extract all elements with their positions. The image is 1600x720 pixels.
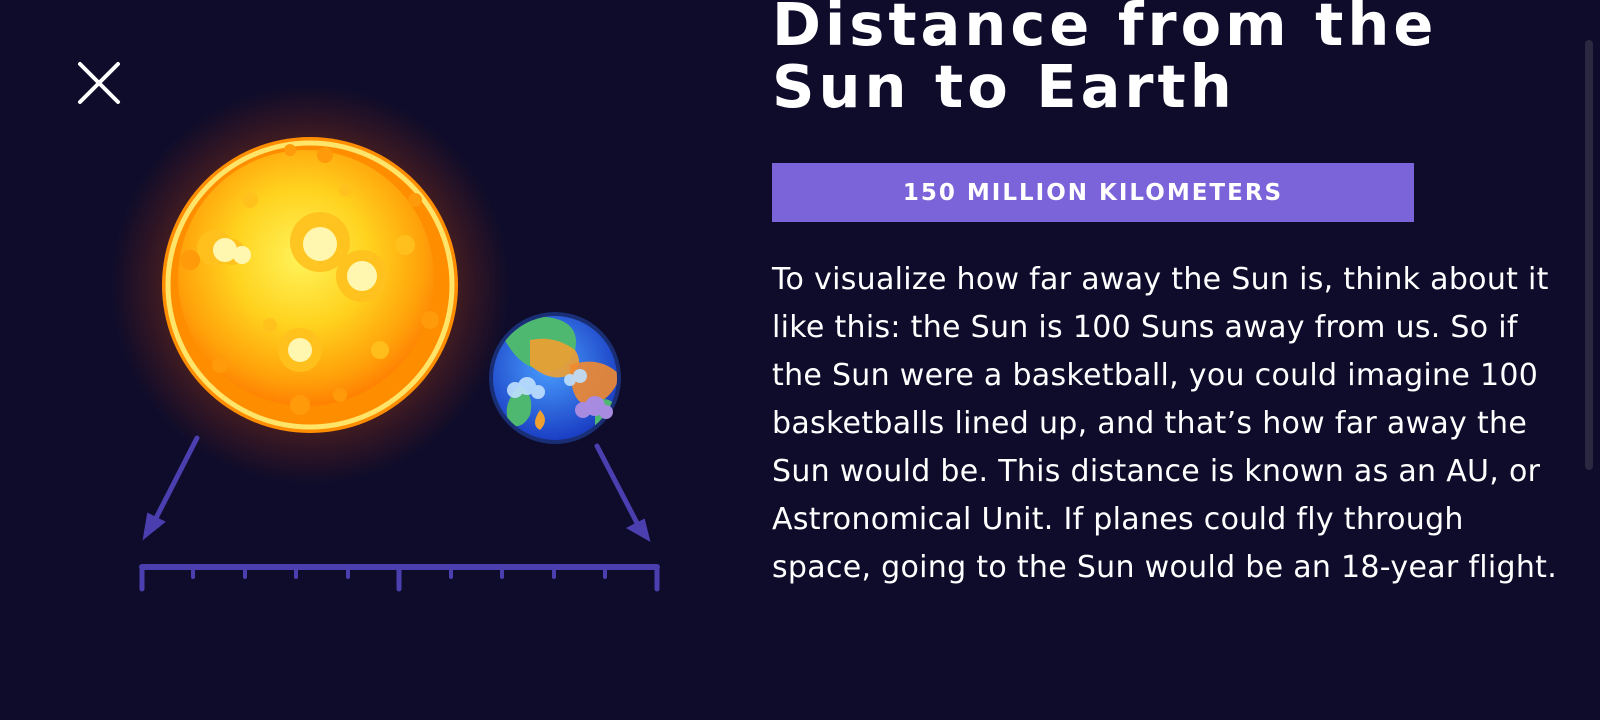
sun-illustration — [110, 85, 510, 485]
scrollbar-thumb[interactable] — [1585, 40, 1593, 470]
distance-badge: 150 MILLION KILOMETERS — [772, 163, 1414, 222]
arrow-right-icon — [594, 443, 651, 543]
arrow-left-icon — [142, 435, 200, 541]
close-icon — [78, 62, 120, 104]
body-text: To visualize how far away the Sun is, th… — [772, 262, 1558, 585]
scrollbar[interactable] — [1582, 0, 1600, 720]
distance-ruler — [139, 564, 660, 592]
page-title: Distance from the Sun to Earth — [772, 0, 1438, 121]
earth-illustration — [489, 312, 621, 444]
sun-earth-illustration — [110, 85, 660, 592]
close-button[interactable] — [76, 60, 122, 106]
